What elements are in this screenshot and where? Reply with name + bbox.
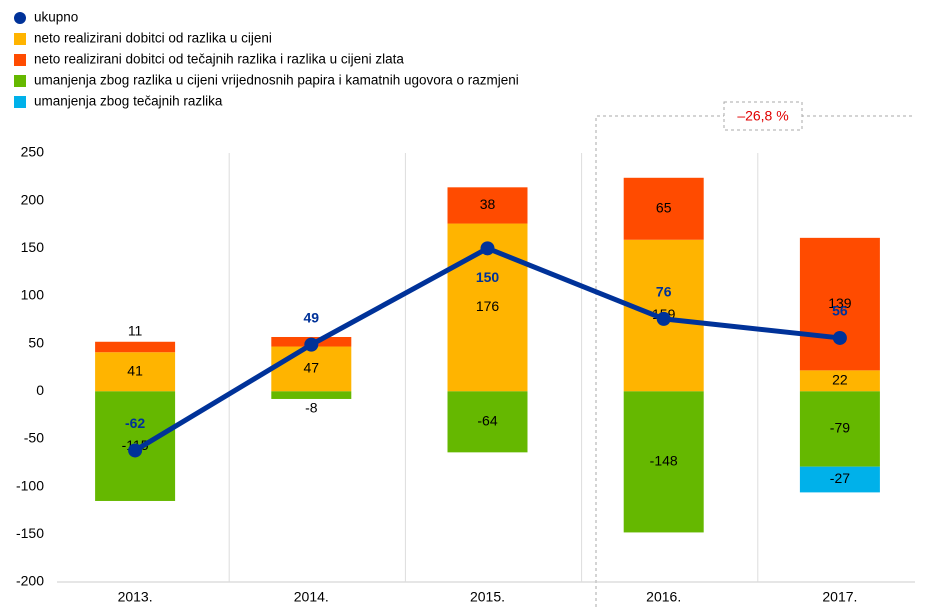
- data-label: 38: [480, 196, 496, 212]
- y-tick-label: 200: [21, 191, 45, 207]
- y-tick-label: 100: [21, 287, 45, 303]
- bar: [271, 391, 352, 399]
- x-tick-label: 2015.: [470, 589, 505, 605]
- annotation: –26,8 %: [737, 108, 788, 124]
- y-tick-label: 0: [36, 382, 44, 398]
- bar: [799, 466, 880, 493]
- bar: [799, 391, 880, 467]
- data-label: 47: [304, 360, 320, 376]
- bar: [623, 177, 704, 240]
- data-label: 11: [128, 322, 143, 338]
- bar: [799, 237, 880, 371]
- legend-marker: [14, 12, 26, 24]
- annotation-box: –26,8 %: [595, 101, 915, 607]
- legend-label: neto realizirani dobitci od razlika u ci…: [34, 31, 272, 46]
- data-label: 41: [127, 362, 143, 378]
- x-tick-label: 2014.: [294, 589, 329, 605]
- x-tick-label: 2016.: [646, 589, 681, 605]
- y-tick-label: -50: [24, 430, 44, 446]
- data-label: 65: [656, 199, 672, 215]
- y-tick-label: -200: [16, 573, 44, 589]
- legend-marker: [14, 54, 26, 66]
- legend-label: ukupno: [34, 10, 78, 25]
- line-point: [304, 337, 319, 352]
- y-tick-label: -100: [16, 477, 44, 493]
- y-tick-label: -150: [16, 525, 44, 541]
- line-point: [656, 311, 671, 326]
- bar: [95, 352, 176, 392]
- legend-label: umanjenja zbog tečajnih razlika: [34, 94, 223, 109]
- data-label: 176: [476, 298, 500, 314]
- bar: [623, 391, 704, 533]
- bar: [799, 370, 880, 392]
- y-tick-label: 50: [28, 334, 44, 350]
- legend-label: umanjenja zbog razlika u cijeni vrijedno…: [34, 73, 519, 88]
- bar: [447, 187, 528, 224]
- y-tick-label: 250: [21, 144, 45, 160]
- legend-marker: [14, 75, 26, 87]
- line-point: [128, 443, 143, 458]
- line-label: -62: [125, 415, 145, 431]
- data-label: 139: [828, 295, 852, 311]
- data-label: -148: [650, 453, 678, 469]
- line-label: 76: [656, 284, 672, 300]
- legend-marker: [14, 33, 26, 45]
- data-label: -79: [830, 420, 850, 436]
- data-label: -8: [305, 400, 318, 416]
- legend-label: neto realizirani dobitci od tečajnih raz…: [34, 52, 404, 67]
- line-point: [832, 330, 847, 345]
- legend-marker: [14, 96, 26, 108]
- line-label: 49: [304, 309, 320, 325]
- data-label: -64: [477, 413, 497, 429]
- x-tick-label: 2013.: [118, 589, 153, 605]
- line-point: [480, 241, 495, 256]
- line-label: 150: [476, 269, 500, 285]
- bar: [95, 341, 176, 353]
- x-tick-label: 2017.: [822, 589, 857, 605]
- bar: [447, 391, 528, 453]
- y-tick-label: 150: [21, 239, 45, 255]
- data-label: -27: [830, 470, 850, 486]
- data-label: 22: [832, 372, 848, 388]
- line-label: 56: [832, 303, 848, 319]
- bar: [271, 346, 352, 392]
